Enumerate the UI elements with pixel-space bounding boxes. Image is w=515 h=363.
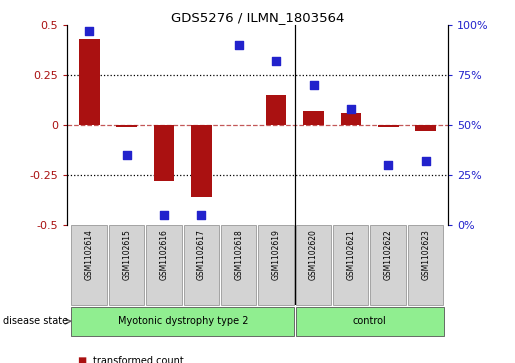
Text: GSM1102620: GSM1102620	[309, 229, 318, 280]
Point	[235, 42, 243, 48]
Text: GSM1102622: GSM1102622	[384, 229, 393, 280]
Point	[160, 212, 168, 218]
Text: GSM1102617: GSM1102617	[197, 229, 206, 280]
Text: disease state: disease state	[3, 316, 67, 326]
Bar	[79, 39, 99, 125]
FancyBboxPatch shape	[370, 225, 406, 305]
Bar	[303, 111, 324, 125]
Text: GSM1102616: GSM1102616	[160, 229, 168, 280]
Text: GSM1102619: GSM1102619	[272, 229, 281, 280]
Text: GSM1102618: GSM1102618	[234, 229, 243, 280]
Text: transformed count: transformed count	[93, 356, 183, 363]
FancyBboxPatch shape	[258, 225, 294, 305]
Text: ■: ■	[77, 356, 87, 363]
Point	[197, 212, 205, 218]
Point	[347, 106, 355, 112]
Bar	[266, 95, 286, 125]
Bar	[191, 125, 212, 197]
Point	[310, 82, 318, 88]
Bar	[116, 125, 137, 127]
Text: control: control	[353, 315, 386, 326]
Point	[85, 28, 94, 34]
FancyBboxPatch shape	[221, 225, 256, 305]
FancyBboxPatch shape	[408, 225, 443, 305]
Text: GSM1102621: GSM1102621	[347, 229, 355, 280]
Bar	[416, 125, 436, 131]
FancyBboxPatch shape	[146, 225, 182, 305]
Bar	[378, 125, 399, 127]
Title: GDS5276 / ILMN_1803564: GDS5276 / ILMN_1803564	[171, 11, 344, 24]
Point	[421, 158, 430, 164]
Point	[384, 162, 392, 168]
Text: GSM1102623: GSM1102623	[421, 229, 430, 280]
Text: GSM1102614: GSM1102614	[85, 229, 94, 280]
FancyBboxPatch shape	[333, 225, 368, 305]
FancyBboxPatch shape	[72, 225, 107, 305]
Bar	[340, 113, 361, 125]
FancyBboxPatch shape	[109, 225, 144, 305]
FancyBboxPatch shape	[296, 225, 331, 305]
FancyBboxPatch shape	[72, 306, 294, 336]
Text: Myotonic dystrophy type 2: Myotonic dystrophy type 2	[117, 315, 248, 326]
Point	[272, 58, 280, 64]
Bar	[154, 125, 175, 181]
Text: GSM1102615: GSM1102615	[122, 229, 131, 280]
FancyBboxPatch shape	[296, 306, 443, 336]
FancyBboxPatch shape	[183, 225, 219, 305]
Point	[123, 152, 131, 158]
